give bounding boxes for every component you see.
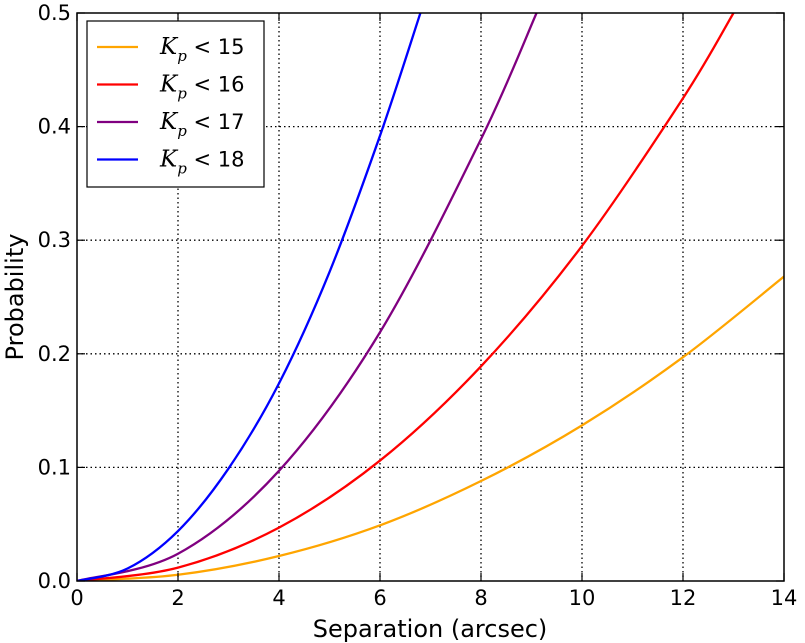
legend-label: Kp < 17 <box>159 109 244 140</box>
legend-label: Kp < 16 <box>159 72 244 103</box>
legend-entry: Kp < 17 <box>97 109 244 140</box>
y-axis-label: Probability <box>1 234 29 361</box>
legend-entry: Kp < 18 <box>97 147 244 178</box>
legend: Kp < 15 Kp < 16 Kp < 17 Kp < 18 <box>86 20 265 188</box>
legend-entry: Kp < 16 <box>97 72 244 103</box>
x-tick-label: 2 <box>171 586 184 610</box>
x-axis-label: Separation (arcsec) <box>313 615 548 643</box>
x-tick-label: 8 <box>474 586 487 610</box>
legend-entry: Kp < 15 <box>97 34 244 65</box>
y-tick-label: 0.0 <box>38 569 71 593</box>
y-tick-label: 0.2 <box>38 342 71 366</box>
y-tick-label: 0.3 <box>38 228 71 252</box>
x-tick-label: 6 <box>373 586 386 610</box>
tick-labels: 0 2 4 6 8 10 12 14 0.0 0.1 0.2 0.3 0.4 0.5 <box>38 1 798 610</box>
x-tick-label: 12 <box>670 586 697 610</box>
x-tick-label: 14 <box>771 586 798 610</box>
series-group <box>77 13 784 581</box>
legend-label: Kp < 15 <box>159 34 244 65</box>
y-tick-label: 0.1 <box>38 455 71 479</box>
y-tick-label: 0.4 <box>38 115 71 139</box>
x-tick-label: 10 <box>569 586 596 610</box>
plot-frame <box>76 12 785 582</box>
x-tick-label: 4 <box>272 586 285 610</box>
series-line-1 <box>77 275 784 581</box>
grid <box>77 13 784 581</box>
y-tick-label: 0.5 <box>38 1 71 25</box>
series-line-4 <box>77 13 422 581</box>
x-tick-label: 0 <box>70 586 83 610</box>
series-line-3 <box>77 13 538 581</box>
legend-label: Kp < 18 <box>159 147 244 178</box>
series-line-2 <box>77 13 735 581</box>
